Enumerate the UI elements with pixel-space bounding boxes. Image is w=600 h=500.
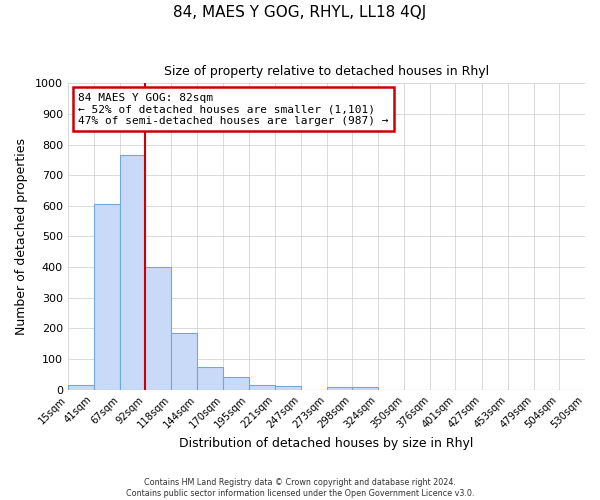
Text: 84 MAES Y GOG: 82sqm
← 52% of detached houses are smaller (1,101)
47% of semi-de: 84 MAES Y GOG: 82sqm ← 52% of detached h…	[78, 92, 389, 126]
Text: Contains HM Land Registry data © Crown copyright and database right 2024.
Contai: Contains HM Land Registry data © Crown c…	[126, 478, 474, 498]
Bar	[327, 386, 352, 390]
Bar	[197, 366, 223, 390]
Y-axis label: Number of detached properties: Number of detached properties	[15, 138, 28, 335]
Bar	[94, 204, 120, 390]
X-axis label: Distribution of detached houses by size in Rhyl: Distribution of detached houses by size …	[179, 437, 473, 450]
Bar	[171, 333, 197, 390]
Bar	[120, 156, 145, 390]
Bar	[248, 385, 275, 390]
Title: Size of property relative to detached houses in Rhyl: Size of property relative to detached ho…	[164, 65, 489, 78]
Bar	[223, 378, 248, 390]
Bar	[145, 267, 171, 390]
Bar	[352, 387, 378, 390]
Text: 84, MAES Y GOG, RHYL, LL18 4QJ: 84, MAES Y GOG, RHYL, LL18 4QJ	[173, 5, 427, 20]
Bar	[68, 385, 94, 390]
Bar	[275, 386, 301, 390]
